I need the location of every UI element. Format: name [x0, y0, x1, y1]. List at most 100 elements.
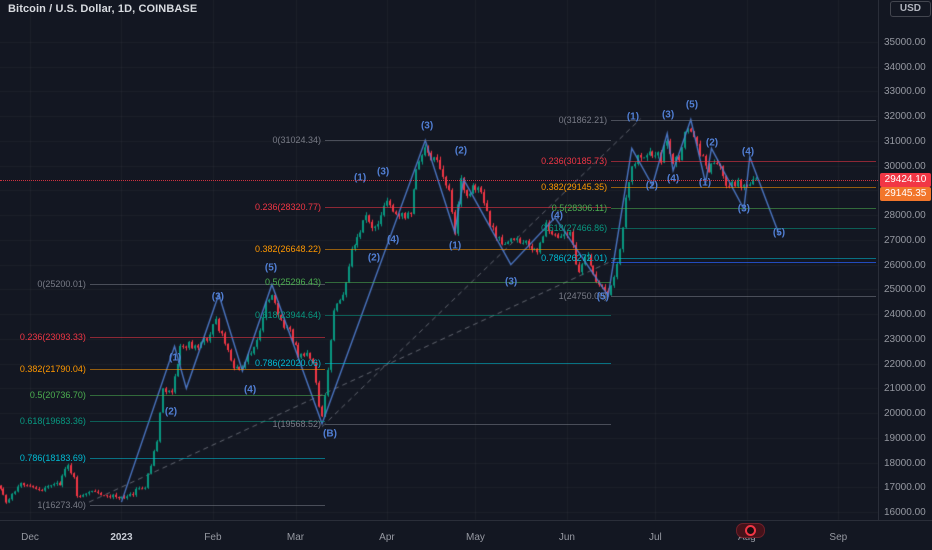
price-axis-label: 25000.00: [884, 284, 926, 296]
fib-level-line[interactable]: [611, 295, 876, 297]
elliott-wave-label[interactable]: (5): [685, 99, 699, 111]
fib-price-badge: 29145.35: [880, 186, 931, 201]
elliott-wave-label[interactable]: (5): [596, 291, 609, 303]
elliott-wave-label[interactable]: (1): [626, 111, 640, 123]
time-axis-label: 2023: [110, 532, 133, 543]
fib-level-line[interactable]: [325, 363, 612, 365]
fib-level-label[interactable]: 0(31024.34): [272, 135, 321, 146]
fib-level-label[interactable]: 0.5(28306.11): [551, 202, 608, 213]
fib-level-label[interactable]: 0.236(23093.33): [19, 331, 86, 342]
fib-level-label[interactable]: 0.382(21790.04): [19, 363, 86, 374]
time-axis-label: Jun: [558, 532, 575, 543]
fib-level-label[interactable]: 1(16273.40): [37, 500, 86, 511]
price-axis-label: 35000.00: [884, 37, 926, 48]
fib-level-label[interactable]: 0.618(27466.86): [541, 223, 608, 234]
symbol-title[interactable]: Bitcoin / U.S. Dollar, 1D, COINBASE: [8, 3, 198, 15]
elliott-wave-label[interactable]: (3): [661, 109, 675, 121]
fib-level-line[interactable]: [325, 315, 612, 317]
fib-level-label[interactable]: 0.786(26272.01): [541, 252, 608, 263]
fib-level-line[interactable]: [325, 282, 612, 284]
fib-level-line[interactable]: [89, 457, 325, 459]
fib-level-label[interactable]: 0.618(19683.36): [19, 415, 86, 426]
fib-level-line[interactable]: [89, 420, 325, 422]
last-price-line: [0, 179, 878, 181]
elliott-wave-label[interactable]: (5): [772, 227, 786, 239]
time-axis-label: Sep: [829, 532, 848, 543]
time-axis-label: Dec: [21, 532, 39, 543]
elliott-wave-label[interactable]: (3): [211, 291, 225, 303]
fib-level-label[interactable]: 0.382(29145.35): [541, 181, 608, 192]
fib-level-line[interactable]: [89, 284, 325, 286]
price-axis-label: 30000.00: [884, 160, 926, 172]
elliott-wave-label[interactable]: (3): [737, 203, 751, 215]
elliott-wave-label[interactable]: (1): [448, 240, 462, 252]
price-axis-label: 24000.00: [884, 309, 926, 321]
time-axis-label: May: [465, 532, 485, 543]
fib-level-line[interactable]: [325, 423, 612, 425]
currency-toggle-button[interactable]: USD: [889, 1, 931, 17]
elliott-wave-label[interactable]: (4): [550, 210, 563, 222]
price-axis-label: 23000.00: [884, 333, 926, 345]
fib-level-line[interactable]: [89, 394, 325, 396]
fib-level-label[interactable]: 0.618(23944.64): [254, 310, 321, 321]
price-axis-separator[interactable]: [878, 0, 879, 520]
fib-level-line[interactable]: [89, 505, 325, 507]
fib-level-line[interactable]: [325, 248, 612, 250]
fib-level-label[interactable]: 0.786(18183.69): [19, 452, 86, 463]
time-axis-label: Feb: [204, 532, 222, 543]
fib-level-line[interactable]: [611, 207, 876, 209]
fib-level-label[interactable]: 0.786(22020.06): [254, 358, 321, 369]
fib-level-label[interactable]: 0(25200.01): [37, 279, 86, 290]
elliott-wave-label[interactable]: (2): [645, 180, 658, 192]
fib-level-line[interactable]: [611, 119, 876, 121]
price-axis-label: 32000.00: [884, 111, 926, 123]
fib-level-label[interactable]: 0(31862.21): [558, 114, 608, 125]
fib-level-line[interactable]: [611, 257, 876, 259]
fib-level-line[interactable]: [611, 186, 876, 188]
elliott-wave-label[interactable]: (4): [741, 146, 755, 158]
record-indicator-button[interactable]: [736, 523, 765, 538]
elliott-wave-label[interactable]: (1): [169, 352, 182, 364]
fib-level-line[interactable]: [611, 228, 876, 230]
time-axis-label: Mar: [286, 532, 305, 543]
price-axis-label: 19000.00: [884, 432, 926, 444]
record-dot-icon: [745, 525, 756, 536]
price-axis-label: 22000.00: [884, 358, 926, 370]
fib-level-label[interactable]: 0.5(25296.43): [264, 277, 321, 288]
price-axis-label: 27000.00: [884, 234, 926, 246]
fib-level-line[interactable]: [89, 368, 325, 370]
elliott-wave-label[interactable]: (3): [376, 166, 390, 178]
elliott-wave-label[interactable]: (2): [454, 145, 468, 157]
fib-level-line[interactable]: [89, 336, 325, 338]
fib-level-line[interactable]: [325, 140, 612, 142]
fib-level-label[interactable]: 1(24750.00): [558, 290, 608, 301]
time-axis-separator[interactable]: [0, 520, 932, 521]
elliott-wave-label[interactable]: (1): [698, 177, 712, 189]
fib-level-line[interactable]: [611, 161, 876, 163]
elliott-wave-label[interactable]: (2): [367, 252, 381, 264]
elliott-wave-label[interactable]: (4): [243, 384, 257, 396]
fib-level-label[interactable]: 0.5(20736.70): [29, 389, 86, 400]
elliott-wave-label[interactable]: (3): [420, 120, 434, 132]
elliott-wave-label[interactable]: (1): [353, 172, 367, 184]
last-price-badge: 29424.10: [880, 172, 931, 187]
elliott-wave-label[interactable]: (B): [323, 428, 337, 440]
fib-level-label[interactable]: 1(19568.52): [272, 418, 321, 429]
fib-level-label[interactable]: 0.382(26648.22): [254, 243, 321, 254]
elliott-wave-label[interactable]: (3): [505, 276, 518, 288]
elliott-wave-label[interactable]: (5): [264, 262, 278, 274]
price-axis-label: 17000.00: [884, 482, 926, 494]
elliott-wave-label[interactable]: (4): [666, 173, 680, 185]
fib-level-line[interactable]: [325, 207, 612, 209]
elliott-wave-label[interactable]: (2): [164, 406, 178, 418]
fib-level-label[interactable]: 0.236(30185.73): [541, 156, 608, 167]
elliott-wave-label[interactable]: (2): [705, 137, 719, 149]
price-axis-label: 33000.00: [884, 86, 926, 98]
price-axis-label: 16000.00: [884, 507, 926, 518]
elliott-wave-label[interactable]: (4): [387, 234, 400, 246]
horizontal-ray-line[interactable]: [611, 262, 876, 264]
price-axis-label: 18000.00: [884, 457, 926, 469]
fib-level-label[interactable]: 0.236(28320.77): [254, 202, 321, 213]
